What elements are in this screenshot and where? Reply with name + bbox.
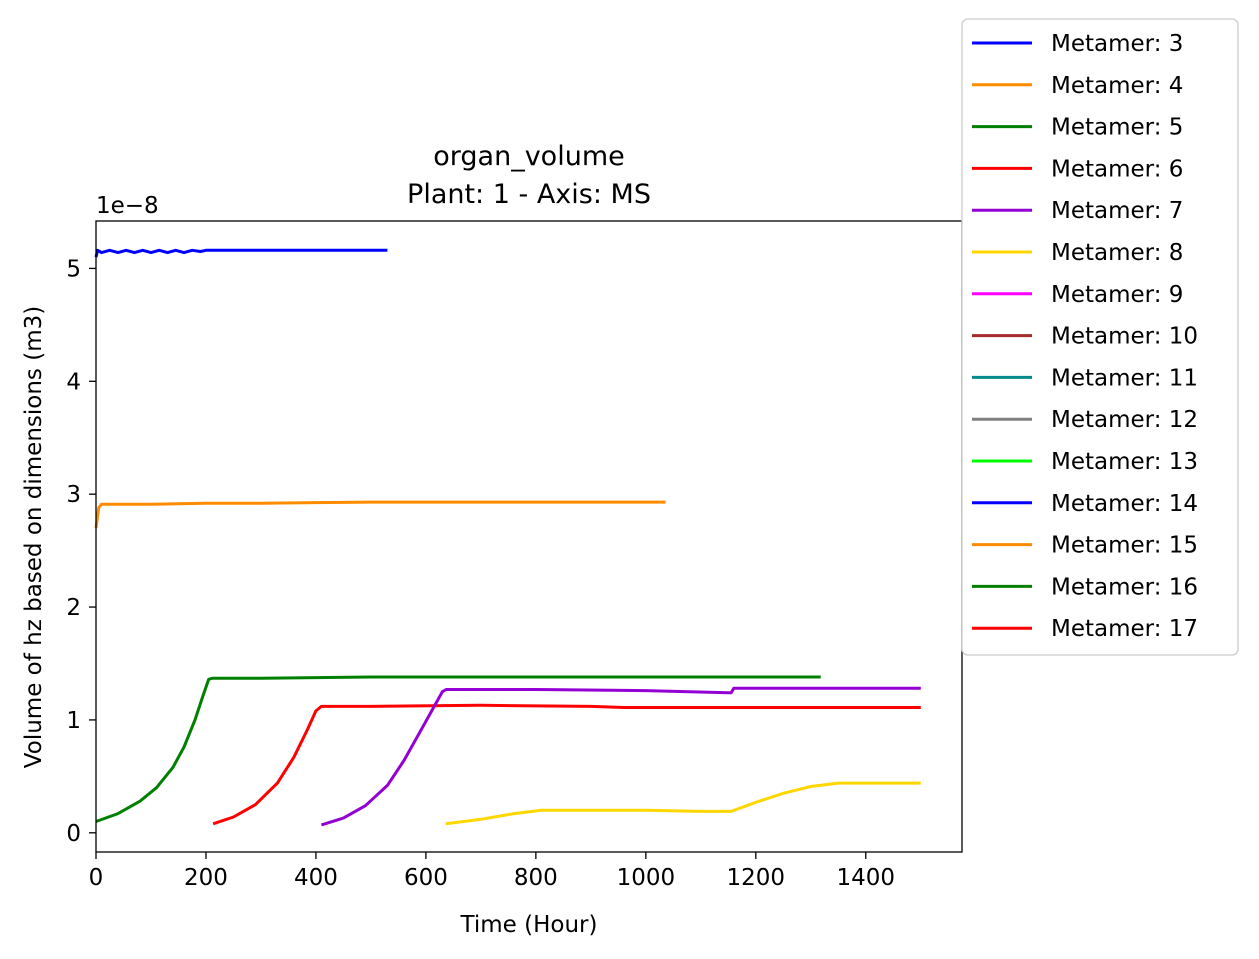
legend-label: Metamer: 9 xyxy=(1051,282,1183,308)
series-line-metamer-5 xyxy=(95,675,821,823)
series-line-metamer-7 xyxy=(320,686,921,827)
legend-label: Metamer: 12 xyxy=(1051,407,1198,433)
x-tick-label: 1200 xyxy=(727,865,786,891)
series-line-metamer-3 xyxy=(94,248,388,258)
legend-label: Metamer: 4 xyxy=(1051,73,1183,99)
x-tick-label: 1000 xyxy=(617,865,676,891)
legend-label: Metamer: 10 xyxy=(1051,324,1198,350)
x-tick-label: 1400 xyxy=(837,865,896,891)
legend-label: Metamer: 6 xyxy=(1051,156,1183,182)
y-tick-label: 4 xyxy=(66,369,81,395)
series-line-metamer-8 xyxy=(445,781,921,826)
legend-label: Metamer: 16 xyxy=(1051,574,1198,600)
legend-label: Metamer: 14 xyxy=(1051,491,1198,517)
y-offset-label: 1e−8 xyxy=(96,193,159,219)
y-tick-label: 5 xyxy=(66,256,81,282)
series-line-metamer-6 xyxy=(212,703,921,826)
chart-title: organ_volume xyxy=(433,141,624,172)
legend-label: Metamer: 15 xyxy=(1051,533,1198,559)
legend-box xyxy=(961,18,1239,656)
chart-subtitle: Plant: 1 - Axis: MS xyxy=(407,179,651,210)
legend-label: Metamer: 11 xyxy=(1051,365,1198,391)
legend-label: Metamer: 13 xyxy=(1051,449,1198,475)
y-axis-label: Volume of hz based on dimensions (m3) xyxy=(21,306,47,768)
legend-label: Metamer: 3 xyxy=(1051,31,1183,57)
legend-label: Metamer: 5 xyxy=(1051,115,1183,141)
y-tick-label: 2 xyxy=(66,595,81,621)
x-axis-label: Time (Hour) xyxy=(460,912,598,938)
x-tick-label: 0 xyxy=(89,865,104,891)
legend: Metamer: 3 Metamer: 4 Metamer: 5 Metamer: 6… xyxy=(961,18,1239,656)
series-lines xyxy=(94,248,921,827)
legend-label: Metamer: 8 xyxy=(1051,240,1183,266)
series-line-metamer-4 xyxy=(94,500,666,529)
x-tick-label: 200 xyxy=(184,865,228,891)
y-tick-label: 0 xyxy=(66,821,81,847)
y-tick-label: 3 xyxy=(66,482,81,508)
x-tick-label: 400 xyxy=(294,865,338,891)
axis-ticks: 0 200 400 600 800 1000 1200 1400 0 1 2 3 4 5 xyxy=(66,256,895,891)
legend-label: Metamer: 17 xyxy=(1051,616,1198,642)
legend-label: Metamer: 7 xyxy=(1051,198,1183,224)
x-tick-label: 800 xyxy=(514,865,558,891)
x-tick-label: 600 xyxy=(404,865,448,891)
y-tick-label: 1 xyxy=(66,708,81,734)
